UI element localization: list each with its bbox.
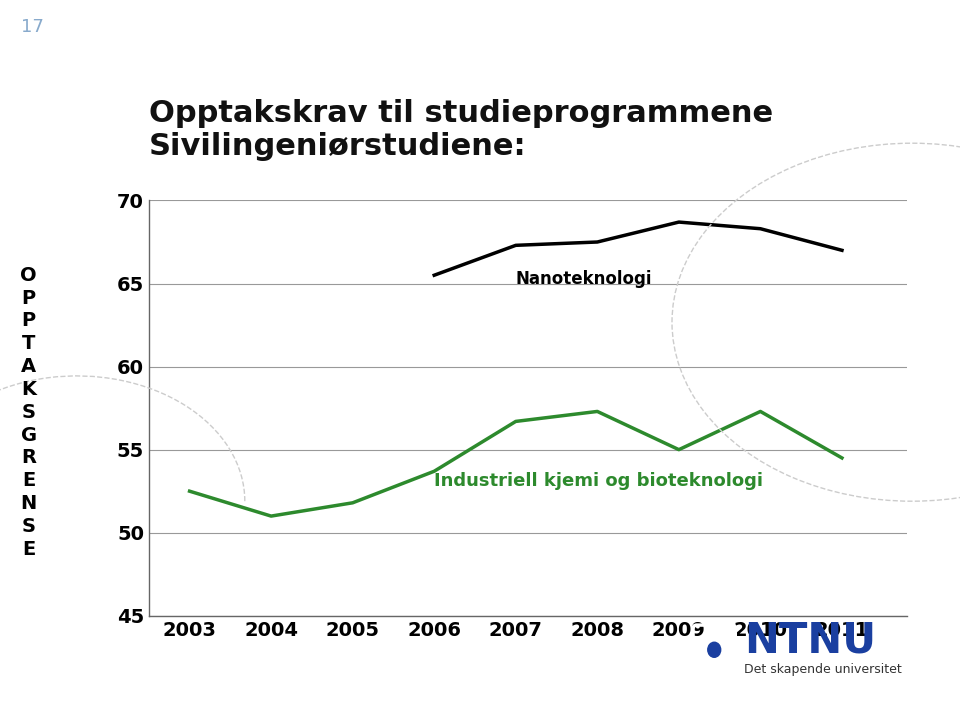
Text: G: G [21, 425, 36, 445]
Text: A: A [21, 357, 36, 376]
Circle shape [708, 642, 721, 657]
Text: Industriell kjemi og bioteknologi: Industriell kjemi og bioteknologi [434, 472, 763, 490]
Text: T: T [22, 334, 36, 353]
Text: P: P [22, 311, 36, 330]
Text: NTNU: NTNU [744, 620, 876, 662]
Text: Opptakskrav til studieprogrammene
Sivilingeniørstudiene:: Opptakskrav til studieprogrammene Sivili… [149, 99, 773, 161]
Text: O: O [20, 266, 37, 285]
Text: E: E [22, 471, 36, 490]
Text: R: R [21, 448, 36, 468]
Text: S: S [22, 517, 36, 536]
Text: P: P [22, 289, 36, 308]
Text: N: N [21, 494, 36, 513]
Circle shape [704, 638, 725, 662]
Text: 17: 17 [21, 18, 44, 36]
Text: K: K [21, 380, 36, 399]
Text: S: S [22, 403, 36, 422]
Text: www.ntnu.no: www.ntnu.no [14, 692, 129, 706]
Text: Det skapende universitet: Det skapende universitet [744, 663, 901, 676]
Text: E: E [22, 540, 36, 558]
Text: Nanoteknologi: Nanoteknologi [516, 269, 652, 288]
